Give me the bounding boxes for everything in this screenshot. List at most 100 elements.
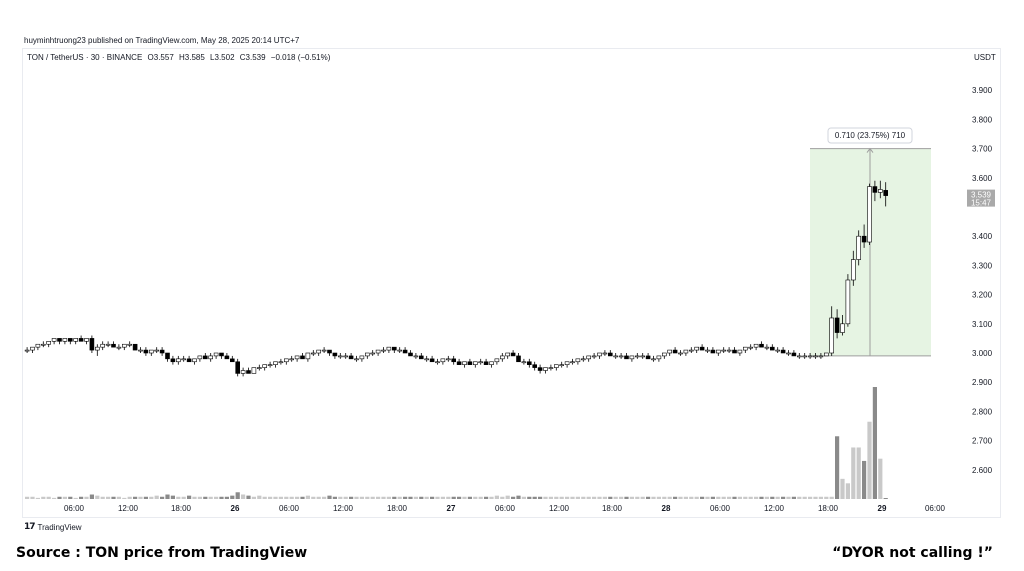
candle-body	[213, 352, 219, 357]
symbol-label[interactable]: TON / TetherUS · 30 · BINANCE	[27, 53, 143, 62]
x-tick-label: 12:00	[333, 504, 354, 513]
volume-bar	[332, 496, 337, 499]
candle-body	[575, 358, 581, 363]
candle-body	[413, 355, 419, 358]
volume-bar	[716, 496, 721, 499]
candle-body	[823, 352, 829, 357]
candle-body	[219, 352, 224, 357]
volume-bar	[316, 496, 321, 499]
tradingview-logo-icon: 17	[24, 522, 35, 532]
candle-body	[95, 346, 100, 351]
change-value: −0.018 (−0.51%)	[270, 53, 331, 62]
candle-body	[489, 361, 494, 365]
volume-bar	[878, 458, 883, 499]
volume-bar	[473, 496, 478, 499]
volume-bar	[95, 495, 100, 499]
candle-body	[818, 355, 824, 358]
volume-bar	[100, 496, 105, 499]
candle-body	[316, 349, 322, 354]
candle-body	[165, 352, 170, 360]
volume-bar	[208, 496, 213, 499]
volume-bar	[775, 496, 780, 499]
y-tick-label: 2.800	[972, 407, 993, 416]
candle-body	[40, 343, 46, 346]
candle-body	[726, 349, 732, 352]
volume-bar	[197, 496, 202, 499]
candle-body	[526, 361, 532, 365]
volume-bar	[597, 496, 602, 499]
volume-bar	[835, 436, 840, 499]
candle-body	[705, 349, 710, 352]
candle-body	[327, 349, 332, 354]
candle-body	[656, 355, 662, 360]
volume-bar	[73, 497, 78, 499]
volume-bar	[338, 496, 343, 499]
price-axis-unit[interactable]: USDT	[974, 53, 996, 62]
candle-body	[62, 338, 68, 342]
volume-bar	[349, 496, 354, 499]
last-price-label: 3.539	[971, 191, 992, 200]
volume-bar	[257, 495, 262, 499]
candle-body	[732, 349, 737, 354]
candle-body	[300, 355, 305, 360]
candle-body	[661, 352, 667, 357]
candle-body	[138, 349, 143, 352]
candle-body	[192, 358, 197, 363]
volume-bar	[619, 496, 624, 499]
candle-body	[478, 361, 484, 364]
candle-body	[456, 361, 462, 365]
volume-bar	[824, 496, 829, 499]
volume-bar	[683, 496, 688, 499]
open-value: O3.557	[147, 53, 174, 62]
volume-bar	[122, 497, 127, 499]
candle-body	[186, 358, 192, 363]
candle-body	[796, 355, 802, 358]
x-tick-label: 18:00	[602, 504, 623, 513]
volume-bar	[516, 495, 521, 499]
candle-body	[634, 355, 640, 358]
volume-bar	[608, 496, 613, 499]
source-caption: Source : TON price from TradingView	[16, 545, 308, 561]
x-tick-label: 29	[878, 504, 887, 513]
candle-body	[149, 349, 154, 354]
candle-body	[699, 346, 705, 351]
volume-bar	[35, 497, 40, 499]
volume-bar	[489, 496, 494, 499]
volume-bar	[629, 496, 634, 499]
volume-bar	[565, 496, 570, 499]
candle-body	[775, 349, 781, 352]
y-tick-label: 3.200	[972, 291, 993, 300]
candle-body	[532, 364, 538, 368]
volume-bar	[554, 496, 559, 499]
volume-bar	[273, 496, 278, 499]
candle-body	[159, 349, 165, 354]
volume-bar	[764, 496, 769, 499]
volume-bar	[748, 496, 753, 499]
candle-body	[424, 358, 430, 361]
candle-body	[224, 355, 230, 360]
publisher-line: huyminhtruong23 published on TradingView…	[24, 36, 300, 45]
volume-bar	[268, 496, 273, 499]
volume-bar	[284, 496, 289, 499]
candle-body	[764, 346, 770, 349]
x-tick-label: 12:00	[764, 504, 785, 513]
low-value: L3.502	[210, 53, 235, 62]
volume-bar	[386, 496, 391, 499]
candle-body	[84, 338, 89, 342]
candle-body	[397, 349, 403, 352]
volume-bar	[710, 496, 715, 499]
candle-body	[845, 279, 851, 325]
candle-body	[678, 352, 683, 355]
volume-bar	[235, 492, 240, 499]
volume-bar	[430, 496, 435, 499]
volume-bar	[797, 496, 802, 499]
volume-bar	[851, 447, 856, 499]
volume-bar	[392, 496, 397, 499]
ohlc-legend: TON / TetherUS · 30 · BINANCE O3.557 H3.…	[27, 53, 333, 62]
candle-body	[408, 352, 413, 357]
candle-body	[872, 186, 878, 193]
disclaimer-caption: “DYOR not calling !”	[832, 545, 993, 561]
volume-bar	[138, 496, 143, 499]
volume-bar	[79, 496, 84, 499]
